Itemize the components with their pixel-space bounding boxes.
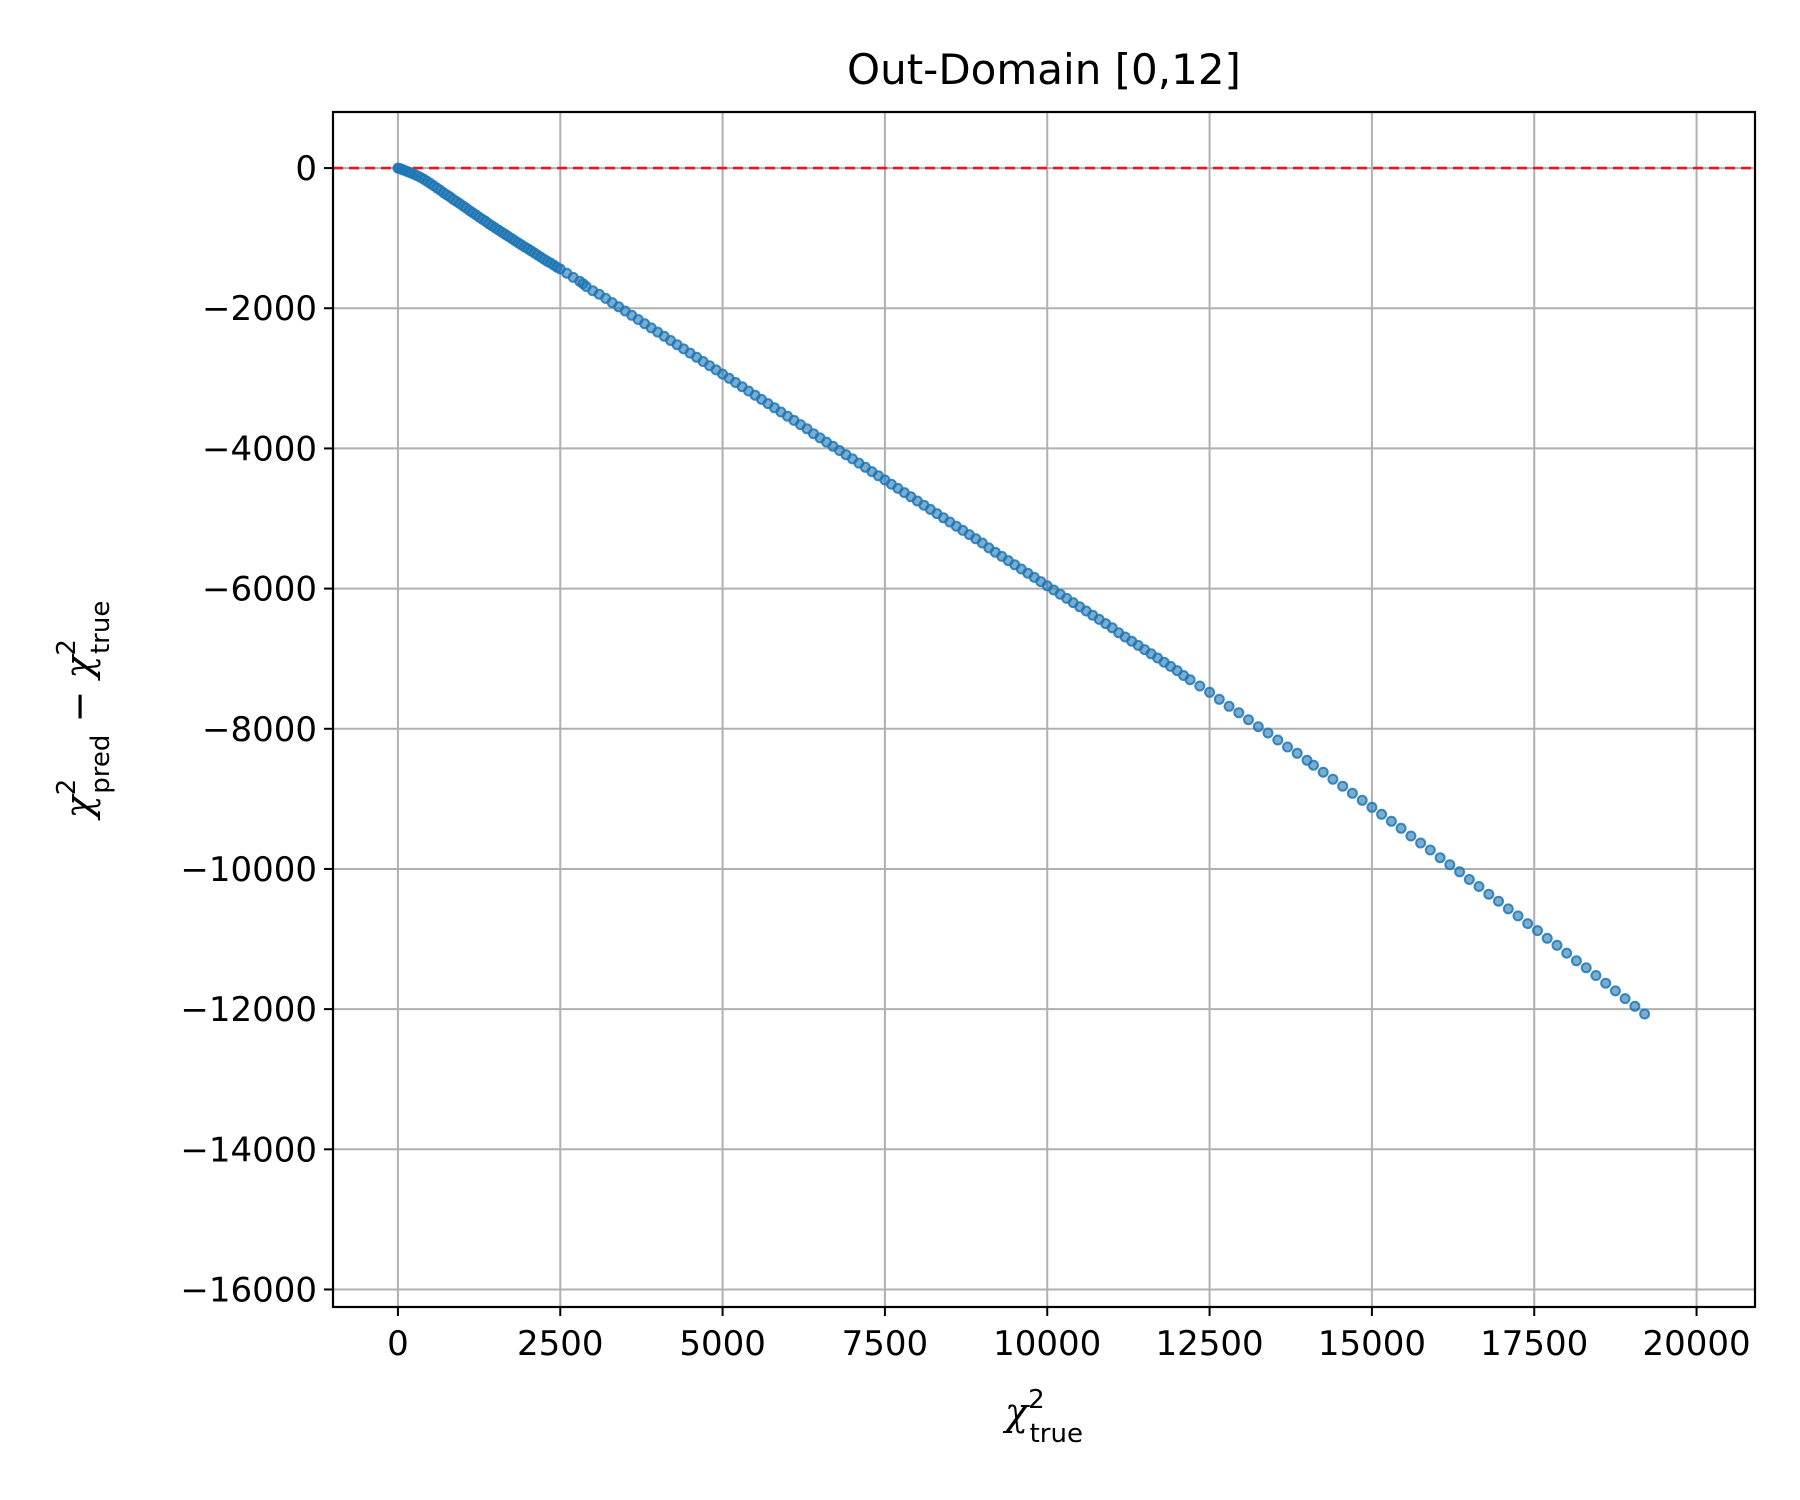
data-point [1233,707,1245,719]
y-tick-label: −12000 [180,990,317,1030]
data-point [1463,874,1475,885]
data-point [1308,759,1319,771]
y-tick-label: −4000 [202,429,317,469]
data-point [1356,794,1368,806]
y-tick-label: −2000 [202,289,317,329]
data-point [1561,947,1573,959]
x-tick-label: 7500 [842,1324,929,1364]
data-point [1272,734,1284,746]
data-point [1184,674,1196,686]
data-point [1346,787,1358,799]
plot-frame [331,110,1757,1309]
data-point [1424,844,1436,856]
y-axis-ticks: 0 −2000 −4000 −6000 −8000 −10000 −12000 −14000 −… [180,149,333,1310]
data-point [1317,766,1329,778]
x-tick-label: 12500 [1155,1324,1263,1364]
x-tick-label: 0 [387,1324,409,1364]
x-tick-label: 20000 [1642,1324,1750,1364]
x-tick-label: 10000 [993,1324,1101,1364]
data-point [1252,721,1264,733]
y-tick-label: −8000 [202,710,317,750]
data-point [1376,808,1388,820]
data-point [1502,903,1514,915]
x-tick-label: 17500 [1480,1324,1588,1364]
data-point [1629,1000,1641,1012]
data-point [1570,955,1582,967]
data-point [1444,859,1456,871]
data-point [1327,773,1339,785]
data-point [1223,700,1235,712]
data-point [1532,925,1543,937]
data-point [1204,686,1216,698]
data-point [1434,852,1446,864]
data-point [1600,977,1612,989]
data-point [1415,837,1427,849]
data-point [1337,780,1349,792]
y-tick-label: −16000 [180,1270,317,1310]
data-point [1385,815,1397,827]
y-tick-label: −10000 [180,850,317,890]
data-point [1282,741,1293,753]
data-point [1590,970,1602,981]
chart-title: Out-Domain [0,12] [847,45,1241,94]
data-point [1473,881,1485,892]
x-tick-label: 15000 [1318,1324,1426,1364]
data-point [1243,714,1254,726]
data-point [1619,993,1631,1005]
data-point [1609,985,1621,997]
data-point [1213,693,1225,705]
data-point [1395,822,1407,834]
data-point [1512,910,1524,922]
data-point [1541,932,1553,944]
data-points [392,162,1651,1020]
data-point [1291,747,1303,759]
data-point [1262,727,1274,739]
data-point [1454,866,1466,878]
data-point [1551,939,1563,951]
y-tick-label: −6000 [202,570,317,610]
x-tick-label: 5000 [679,1324,766,1364]
y-tick-label: −14000 [180,1130,317,1170]
grid [333,112,1755,1307]
data-point [1194,680,1206,692]
x-tick-label: 2500 [517,1324,604,1364]
data-point [1522,918,1534,930]
x-axis-ticks: 0 2500 5000 7500 10000 12500 15000 17500 20000 [387,1307,1751,1364]
data-point [1639,1008,1651,1020]
data-point [1493,895,1504,907]
data-point [1580,962,1592,974]
y-tick-label: 0 [295,149,317,189]
data-point [1366,801,1378,813]
data-point [1405,830,1417,842]
data-point [1483,888,1495,900]
